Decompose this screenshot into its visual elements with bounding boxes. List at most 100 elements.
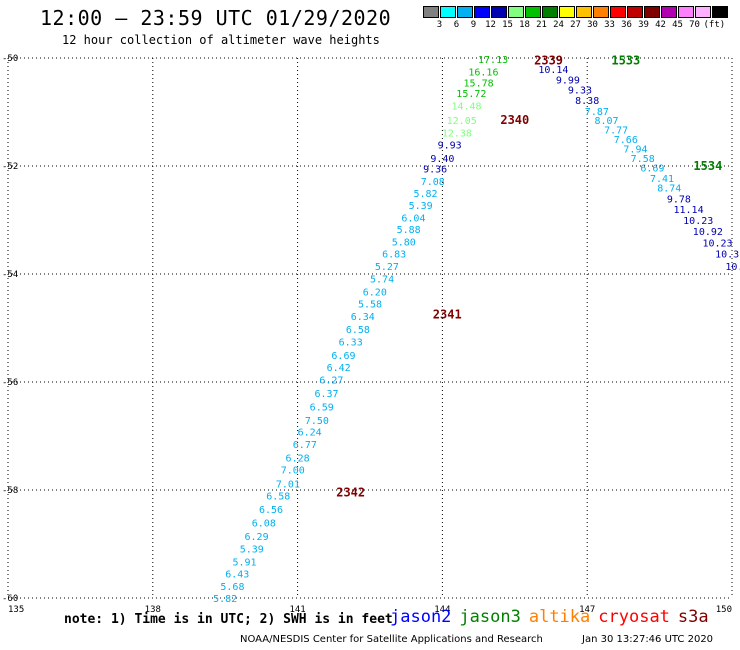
lon-tick-label: 144 (434, 605, 450, 615)
wave-height-label: 6.24 (298, 428, 322, 439)
lat-tick-label: -54 (2, 270, 18, 280)
wave-height-label: 6.77 (293, 440, 317, 451)
legend-label: 70 (689, 20, 700, 30)
wave-height-label: 7.50 (305, 416, 329, 427)
track-time-label: 2339 (534, 54, 563, 68)
legend-swatch (576, 6, 592, 18)
legend-swatch (474, 6, 490, 18)
wave-height-label: 6.34 (351, 312, 375, 323)
wave-height-label: 10.23 (702, 239, 732, 250)
wave-height-label: 5.80 (392, 238, 416, 249)
lat-tick-label: -56 (2, 378, 18, 388)
wave-height-label: 5.91 (232, 557, 256, 568)
wave-height-label: 8.07 (594, 116, 618, 127)
legend-label: 36 (621, 20, 632, 30)
legend-swatch (695, 6, 711, 18)
legend-swatch (491, 6, 507, 18)
legend-swatch (559, 6, 575, 18)
wave-height-label: 6.27 (319, 375, 343, 386)
legend-label: 33 (604, 20, 615, 30)
wave-height-label: 14.48 (451, 102, 481, 113)
legend-swatch (712, 6, 728, 18)
wave-height-label: 9.78 (667, 194, 691, 205)
legend-label: 18 (519, 20, 530, 30)
track-labels: 2339 1533 2340 1534 2341 2342 (336, 54, 722, 500)
track-time-label: 2340 (500, 113, 529, 127)
wave-height-label: 7.94 (623, 145, 647, 156)
legend-swatch (457, 6, 473, 18)
wave-height-label: 9.40 (430, 154, 454, 165)
legend-swatch (440, 6, 456, 18)
satellite-name: jason3 (459, 607, 521, 627)
wave-height-label: 12.38 (442, 129, 472, 140)
wave-height-label: 15.78 (464, 78, 494, 89)
axis-labels: 135 138 141 144 147 150 -50 -52 -54 -56 -58 -60 (2, 54, 732, 615)
wave-height-label: 9.36 (423, 165, 447, 176)
legend-label: 24 (553, 20, 564, 30)
satellite-legend: jason2 jason3 altika cryosat s3a (390, 607, 717, 627)
legend-label: 42 (655, 20, 666, 30)
wave-height-label: 9.33 (568, 85, 592, 96)
wave-height-label: 7.01 (276, 480, 300, 491)
wave-height-label: 5.82 (213, 594, 237, 605)
wave-height-label: 6.04 (401, 213, 425, 224)
wave-height-label: 5.27 (375, 262, 399, 273)
generated-timestamp: Jan 30 13:27:46 UTC 2020 (582, 634, 714, 645)
wave-height-label: 6.58 (346, 325, 370, 336)
wave-height-label: 7.66 (614, 135, 638, 146)
wave-height-label: 15.72 (456, 89, 486, 100)
wave-height-label: 5.74 (370, 274, 394, 285)
legend-swatch (508, 6, 524, 18)
wave-height-label: 6.37 (315, 389, 339, 400)
legend-swatch (627, 6, 643, 18)
wave-height-label: 6.28 (286, 454, 310, 465)
map-title: 12:00 – 23:59 UTC 01/29/2020 (40, 6, 392, 30)
wave-height-label: 6.33 (339, 338, 363, 349)
legend-label: (ft) (703, 20, 726, 30)
wave-height-label: 7.00 (281, 465, 305, 476)
lat-tick-label: -50 (2, 54, 18, 64)
lat-tick-label: -60 (2, 594, 18, 604)
wave-height-label: 11.14 (674, 205, 704, 216)
wave-height-label: 10.14 (538, 65, 568, 76)
legend-label: 3 (436, 20, 443, 30)
satellite-name: altika (528, 607, 591, 627)
wave-height-label: 6.69 (331, 351, 355, 362)
wave-height-label: 6.59 (310, 402, 334, 413)
footer-note: note: 1) Time is in UTC; 2) SWH is in fe… (64, 612, 393, 627)
wave-height-label: 8.74 (657, 184, 681, 195)
wave-height-label: 5.39 (240, 544, 264, 555)
lon-tick-label: 135 (8, 605, 24, 615)
wave-height-label: 5.68 (220, 582, 244, 593)
wave-height-label: 16.16 (468, 68, 498, 79)
wave-height-label: 12.05 (447, 116, 477, 127)
wave-height-label: 6.29 (245, 532, 269, 543)
wave-height-label: 6.20 (363, 287, 387, 298)
wave-height-label: 7.08 (421, 177, 445, 188)
wave-height-label: 7.87 (585, 107, 609, 118)
satellite-name: s3a (677, 607, 709, 627)
satellite-name: jason2 (390, 607, 452, 627)
legend-swatch (525, 6, 541, 18)
wave-height-label: 5.58 (358, 300, 382, 311)
lon-tick-label: 141 (289, 605, 305, 615)
legend-swatch (542, 6, 558, 18)
track-time-label: 2342 (336, 486, 365, 500)
lon-tick-label: 150 (716, 605, 732, 615)
legend-label: 30 (587, 20, 598, 30)
legend-label: 27 (570, 20, 581, 30)
wave-height-label: 10.92 (693, 227, 723, 238)
wave-height-label: 6.69 (640, 164, 664, 175)
legend-label: 6 (453, 20, 460, 30)
satellite-name: cryosat (598, 607, 670, 627)
wave-height-label: 9.99 (556, 76, 580, 87)
track-time-label: 1533 (611, 54, 640, 68)
legend-swatch (678, 6, 694, 18)
wave-height-label: 5.88 (397, 225, 421, 236)
track-time-label: 2341 (433, 308, 462, 322)
legend-label: 39 (638, 20, 649, 30)
wave-height-label: 10.23 (683, 216, 713, 227)
legend-swatch (644, 6, 660, 18)
